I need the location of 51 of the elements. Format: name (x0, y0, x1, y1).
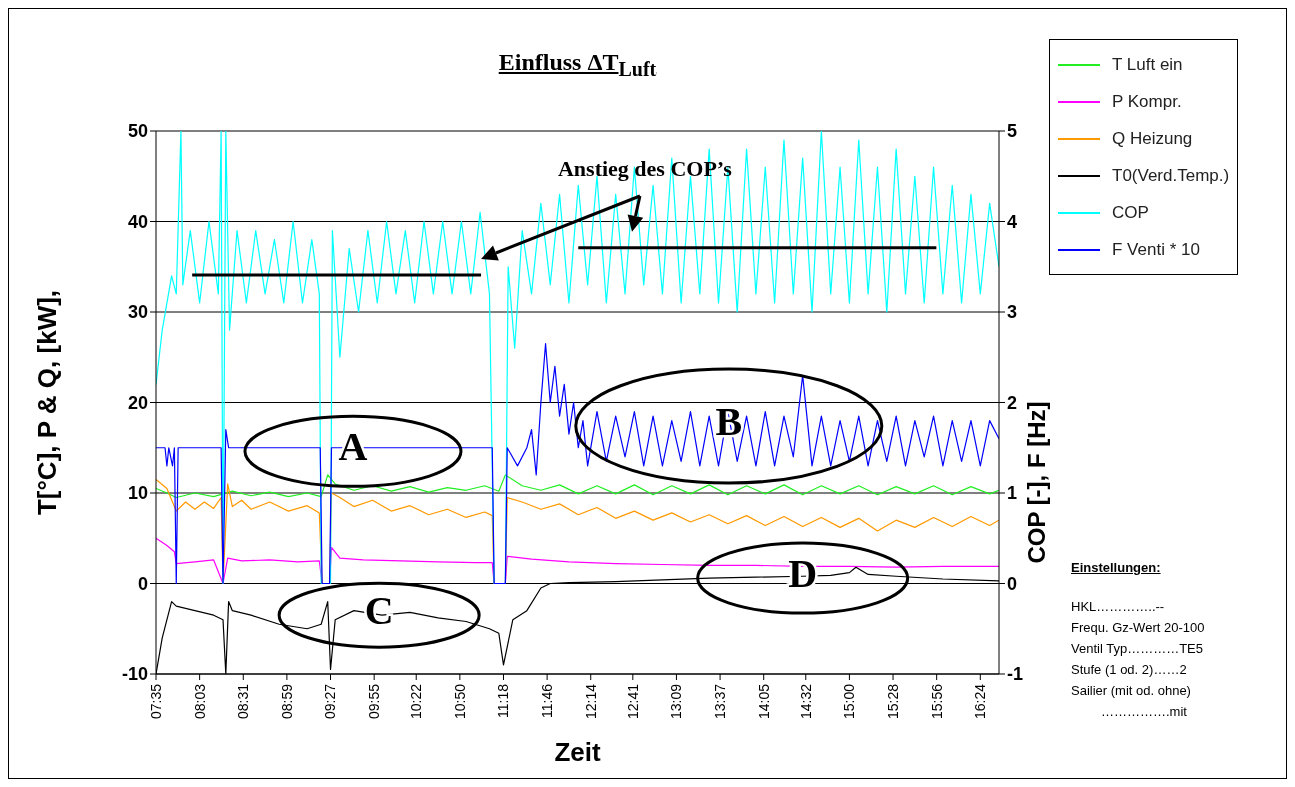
legend-label: Q Heizung (1112, 128, 1193, 149)
x-tick-label: 07:35 (147, 683, 164, 720)
x-tick-label: 09:55 (366, 683, 383, 720)
x-tick-label: 08:31 (235, 683, 252, 720)
y2-tick-label: 1 (1007, 483, 1018, 504)
y-tick-label: 20 (127, 392, 148, 413)
text: Einstellungen: (1071, 559, 1162, 577)
x-tick-label: 14:32 (797, 683, 814, 720)
legend-label: COP (1112, 202, 1149, 223)
y2-axis-title: COP [-], F [Hz] (1023, 401, 1051, 564)
y2-tick-label: 5 (1007, 121, 1018, 142)
x-tick-label: 15:00 (841, 683, 858, 720)
x-tick-label: 15:28 (884, 683, 901, 720)
y-tick-label: 50 (127, 121, 148, 142)
x-tick-label: 13:37 (712, 683, 729, 720)
x-tick-label: 12:14 (582, 683, 599, 720)
legend-label: F Venti * 10 (1112, 239, 1200, 260)
x-tick-label: 11:18 (495, 683, 512, 718)
x-tick-label: 08:59 (278, 683, 295, 720)
legend-label: T Luft ein (1112, 54, 1183, 75)
x-tick-label: 16:24 (972, 683, 989, 720)
y2-tick-label: 3 (1007, 302, 1018, 323)
y-tick-label: -10 (121, 664, 148, 685)
text: Stufe (1 od. 2)……2 (1071, 661, 1188, 679)
y2-tick-label: -1 (1007, 664, 1024, 685)
x-tick-label: 10:22 (408, 683, 425, 720)
x-tick-label: 08:03 (191, 683, 208, 720)
x-tick-label: 13:09 (668, 683, 685, 720)
text: Sailier (mit od. ohne) (1071, 682, 1192, 700)
y-tick-label: 10 (127, 483, 148, 504)
text: Ventil Typ…………TE5 (1071, 640, 1204, 658)
text: Frequ. Gz-Wert 20-100 (1071, 619, 1205, 637)
x-tick-label: 10:50 (451, 683, 468, 720)
y-axis-title: T[°C], P & Q, [kW], (31, 289, 62, 516)
y2-tick-label: 2 (1007, 392, 1018, 413)
x-tick-label: 14:05 (755, 683, 772, 720)
x-tick-label: 11:46 (539, 683, 556, 718)
chart-title: Einfluss ΔT$_{Luft}$ (497, 49, 658, 81)
x-axis-title: Zeit (554, 737, 601, 767)
legend-label: T0(Verd.Temp.) (1112, 165, 1230, 186)
legend-label: P Kompr. (1112, 91, 1182, 112)
x-tick-label: 12:41 (624, 683, 641, 720)
y-tick-label: 0 (137, 573, 148, 594)
y-tick-label: 40 (127, 211, 148, 232)
y2-tick-label: 0 (1007, 573, 1018, 594)
text: …………….mit (1100, 703, 1188, 721)
x-tick-label: 09:27 (322, 683, 339, 720)
text: HKL…………..-- (1071, 598, 1166, 616)
x-tick-label: 15:56 (928, 683, 945, 720)
y2-tick-label: 4 (1007, 211, 1018, 232)
y-tick-label: 30 (127, 302, 148, 323)
